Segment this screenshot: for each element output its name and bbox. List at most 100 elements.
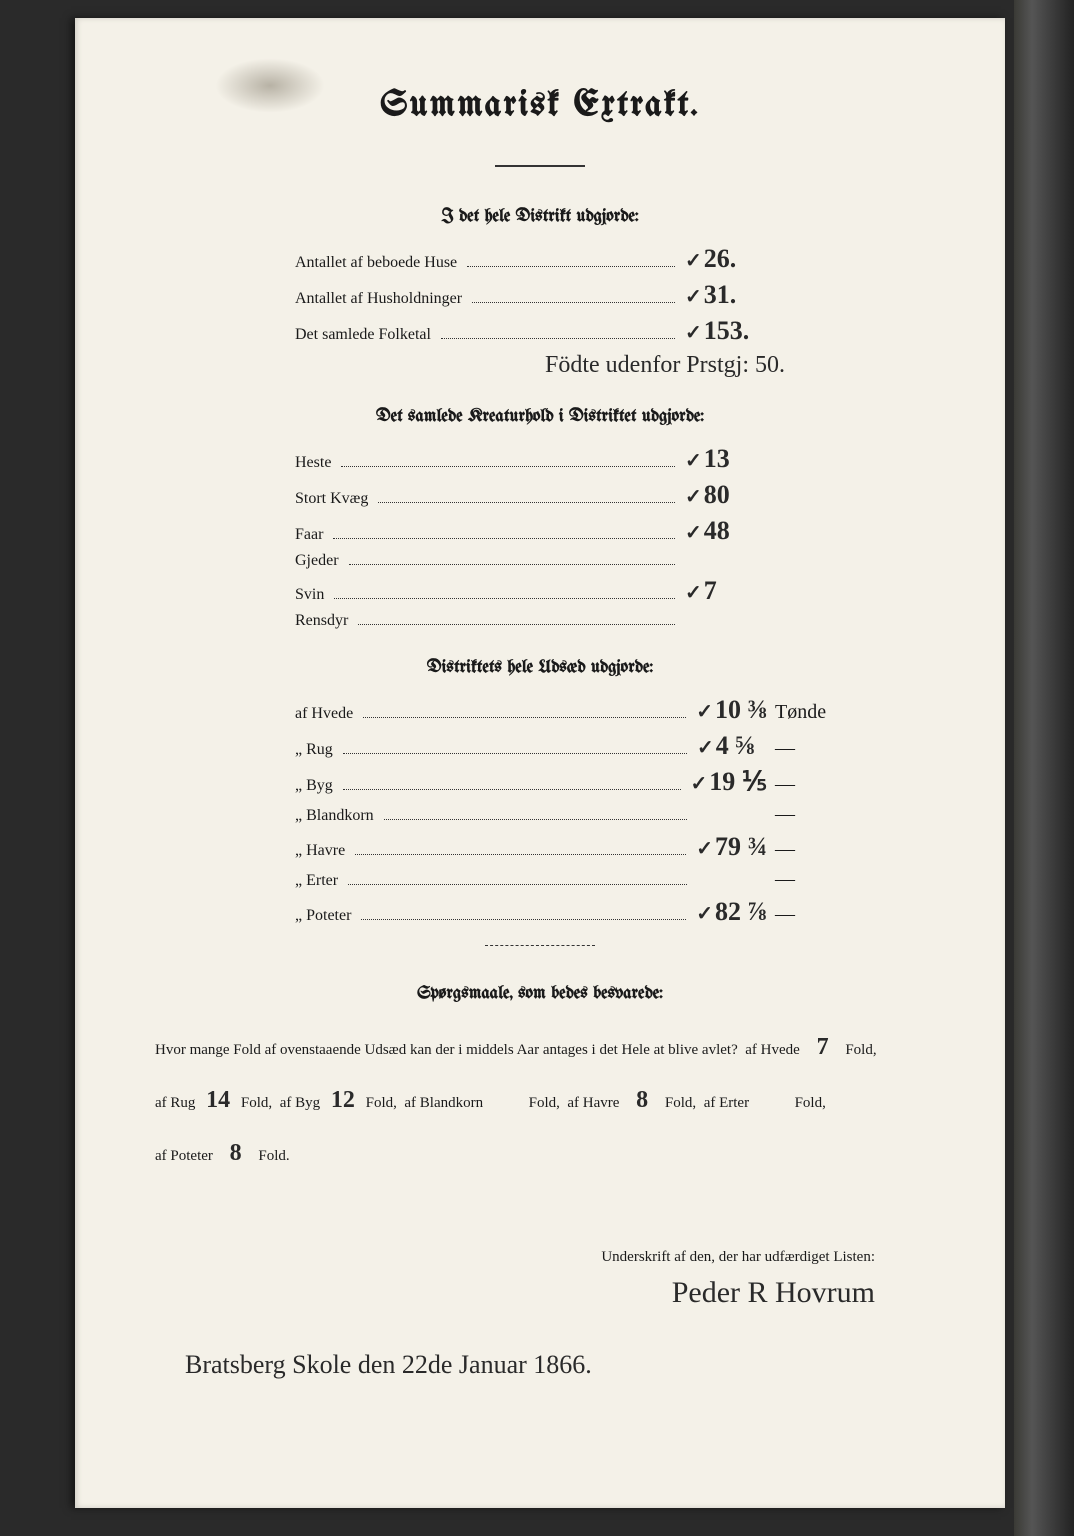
book-edge (1014, 0, 1074, 1536)
value: 79 ¾ (696, 832, 775, 862)
row-udsaed: „ Poteter 82 ⅞— (145, 897, 935, 927)
questions-lead: Hvor mange Fold af ovenstaaende Udsæd ka… (155, 1042, 738, 1058)
label: Rensdyr (145, 612, 348, 630)
row-svin: Svin 7 (145, 576, 935, 606)
dot-leader (349, 563, 675, 565)
label: „ Erter (145, 872, 338, 890)
value: 26. (685, 244, 935, 274)
q-fold: Fold, (366, 1095, 397, 1111)
unit: — (775, 803, 935, 826)
value: 13 (685, 444, 935, 474)
dot-leader (348, 883, 687, 885)
dot-leader (334, 597, 675, 599)
q-val-havre: 8 (623, 1074, 661, 1127)
section2-heading: Det samlede Kreaturhold i Distriktet udg… (145, 407, 935, 426)
signature-block: Underskrift af den, der har udfærdiget L… (145, 1249, 935, 1310)
section1-heading: I det hele Distrikt udgjorde: (145, 207, 935, 226)
value: 7 (685, 576, 935, 606)
q-val-byg: 12 (324, 1074, 362, 1127)
dot-leader (343, 788, 681, 790)
unit: Tønde (775, 701, 935, 724)
value: 80 (685, 480, 935, 510)
unit: — (775, 838, 935, 861)
dot-leader (358, 623, 675, 625)
signature-caption: Underskrift af den, der har udfærdiget L… (145, 1249, 875, 1266)
dot-leader (363, 716, 686, 718)
row-udsaed: „ Erter— (145, 868, 935, 891)
dot-leader (467, 265, 675, 267)
label: Gjeder (145, 552, 339, 570)
label: „ Poteter (145, 907, 351, 925)
q-label-havre: af Havre (567, 1095, 619, 1111)
row-udsaed: „ Byg 19 ⅕— (145, 767, 935, 797)
label: Stort Kvæg (145, 490, 368, 508)
row-folketal: Det samlede Folketal 153. (145, 316, 935, 346)
value: 48 (685, 516, 935, 546)
dot-leader (441, 337, 675, 339)
label: „ Havre (145, 842, 345, 860)
dot-leader (341, 465, 675, 467)
row-kvaeg: Stort Kvæg 80 (145, 480, 935, 510)
q-label-blandkorn: af Blandkorn (404, 1095, 483, 1111)
q-label-byg: af Byg (280, 1095, 320, 1111)
q-fold-end: Fold. (258, 1148, 289, 1164)
q-label-erter: af Erter (704, 1095, 749, 1111)
q-fold: Fold, (241, 1095, 272, 1111)
dot-leader (384, 818, 687, 820)
value: 19 ⅕ (691, 767, 775, 797)
label: Faar (145, 526, 323, 544)
dot-leader (378, 501, 675, 503)
row-faar: Faar 48 (145, 516, 935, 546)
q-label-poteter: af Poteter (155, 1148, 213, 1164)
section3-heading: Distriktets hele Udsæd udgjorde: (145, 658, 935, 677)
questions-heading: Spørgsmaale, som bedes besvarede: (145, 984, 935, 1003)
q-label-hvede: af Hvede (745, 1042, 800, 1058)
signature: Peder R Hovrum (145, 1276, 875, 1310)
questions-block: Spørgsmaale, som bedes besvarede: Hvor m… (145, 984, 935, 1179)
label: af Hvede (145, 705, 353, 723)
value: 153. (685, 316, 935, 346)
row-udsaed: „ Rug4 ⅝— (145, 731, 935, 761)
label: Antallet af beboede Huse (145, 254, 457, 272)
page-smudge (215, 58, 325, 113)
dot-leader (355, 853, 686, 855)
q-val-rug: 14 (199, 1074, 237, 1127)
unit: — (775, 773, 935, 796)
document-page: Summarisk Extrakt. I det hele Distrikt u… (75, 18, 1005, 1508)
row-heste: Heste 13 (145, 444, 935, 474)
scan-frame: Summarisk Extrakt. I det hele Distrikt u… (0, 0, 1074, 1536)
dot-leader (333, 537, 675, 539)
label: Antallet af Husholdninger (145, 290, 462, 308)
extra-handwritten: Födte udenfor Prstgj: 50. (145, 352, 935, 379)
row-gjeder: Gjeder (145, 552, 935, 570)
divider (495, 165, 585, 167)
dot-leader (343, 752, 687, 754)
q-fold: Fold, (529, 1095, 560, 1111)
value: 82 ⅞ (696, 897, 775, 927)
value: 10 ⅜ (696, 695, 775, 725)
questions-body: Hvor mange Fold af ovenstaaende Udsæd ka… (145, 1021, 935, 1179)
q-val-hvede: 7 (804, 1021, 842, 1074)
divider-squiggle (485, 945, 595, 946)
row-udsaed: af Hvede 10 ⅜Tønde (145, 695, 935, 725)
label: Heste (145, 454, 331, 472)
value: 31. (685, 280, 935, 310)
row-udsaed: „ Blandkorn — (145, 803, 935, 826)
unit: — (775, 903, 935, 926)
label: „ Blandkorn (145, 807, 374, 825)
label: Det samlede Folketal (145, 326, 431, 344)
q-fold: Fold, (795, 1095, 826, 1111)
q-fold: Fold, (845, 1042, 876, 1058)
label: Svin (145, 586, 324, 604)
q-label-rug: af Rug (155, 1095, 195, 1111)
row-rensdyr: Rensdyr (145, 612, 935, 630)
row-huse: Antallet af beboede Huse 26. (145, 244, 935, 274)
place-date: Bratsberg Skole den 22de Januar 1866. (145, 1350, 935, 1380)
q-fold: Fold, (665, 1095, 696, 1111)
q-val-poteter: 8 (217, 1127, 255, 1180)
label: „ Rug (145, 741, 333, 759)
label: „ Byg (145, 777, 333, 795)
dot-leader (361, 918, 686, 920)
row-udsaed: „ Havre 79 ¾— (145, 832, 935, 862)
row-husholdninger: Antallet af Husholdninger 31. (145, 280, 935, 310)
